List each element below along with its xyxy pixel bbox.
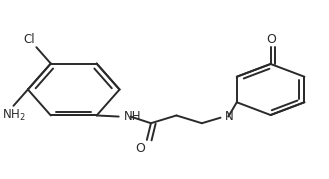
Text: O: O — [135, 142, 145, 155]
Text: NH: NH — [124, 110, 141, 123]
Text: N: N — [225, 110, 234, 123]
Text: NH$_2$: NH$_2$ — [2, 108, 25, 123]
Text: Cl: Cl — [23, 33, 35, 46]
Text: O: O — [267, 33, 277, 45]
